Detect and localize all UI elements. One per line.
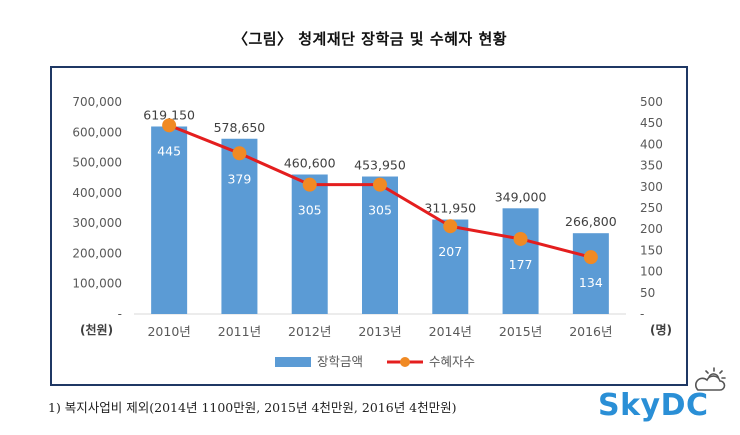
right-axis-tick-label: 150 xyxy=(640,243,663,257)
right-axis-tick-label: 200 xyxy=(640,222,663,236)
brand-logo: SkyDC xyxy=(598,366,734,432)
line-value-label: 207 xyxy=(438,244,462,259)
bar-value-label: 266,800 xyxy=(565,214,617,229)
bar-value-label: 349,000 xyxy=(495,189,547,204)
left-axis-tick-label: 300,000 xyxy=(72,216,122,230)
line-value-label: 305 xyxy=(298,203,322,218)
sun-cloud-icon xyxy=(692,366,728,398)
category-label: 2013년 xyxy=(358,324,401,339)
legend-line-label: 수혜자수 xyxy=(429,354,475,369)
line-point xyxy=(162,118,177,133)
bar xyxy=(221,138,258,314)
right-axis-tick-label: 100 xyxy=(640,265,663,279)
left-axis-tick-label: - xyxy=(118,307,122,321)
bar-value-label: 578,650 xyxy=(214,120,266,135)
category-label: 2014년 xyxy=(429,324,472,339)
category-label: 2016년 xyxy=(569,324,612,339)
right-axis-unit: (명) xyxy=(650,323,672,337)
legend-bar-swatch xyxy=(275,357,311,367)
left-axis-tick-label: 500,000 xyxy=(72,156,122,170)
chart-frame: 700,000 600,000 500,000 400,000 300,000 200,0… xyxy=(50,66,688,386)
line-point xyxy=(513,231,528,246)
right-axis-tick-label: 250 xyxy=(640,201,663,215)
bar-value-label: 453,950 xyxy=(354,158,406,173)
bar xyxy=(432,219,469,314)
right-axis-tick-label: 400 xyxy=(640,137,663,151)
line-value-label: 445 xyxy=(157,143,181,158)
right-axis-tick-label: 300 xyxy=(640,180,663,194)
bar xyxy=(151,126,188,315)
figure-title: 〈그림〉 청계재단 장학금 및 수혜자 현황 xyxy=(232,30,508,48)
right-axis-tick-label: 450 xyxy=(640,116,663,130)
legend-bar-label: 장학금액 xyxy=(317,354,363,369)
left-axis-tick-label: 600,000 xyxy=(72,125,122,139)
line-point xyxy=(583,250,598,265)
left-axis-tick-label: 700,000 xyxy=(72,95,122,109)
category-label: 2010년 xyxy=(147,324,190,339)
right-axis-tick-label: 50 xyxy=(640,286,655,300)
bar xyxy=(572,233,609,314)
left-axis-tick-label: 100,000 xyxy=(72,277,122,291)
line-value-label: 305 xyxy=(368,203,392,218)
bar-value-label: 311,950 xyxy=(424,201,476,216)
left-axis-unit: (천원) xyxy=(80,322,113,337)
bar-value-label: 460,600 xyxy=(284,156,336,171)
right-axis-tick-label: 350 xyxy=(640,159,663,173)
bar-line-chart: 700,000 600,000 500,000 400,000 300,000 200,0… xyxy=(72,95,672,369)
right-axis-tick-label: - xyxy=(640,307,644,321)
left-axis-tick-label: 200,000 xyxy=(72,246,122,260)
bar xyxy=(362,176,398,314)
left-axis-tick-label: 400,000 xyxy=(72,186,122,200)
line-value-label: 177 xyxy=(509,257,533,272)
line-point xyxy=(302,177,317,192)
line-value-label: 134 xyxy=(579,275,603,290)
line-point xyxy=(232,146,247,161)
category-label: 2015년 xyxy=(499,324,542,339)
brand-text: SkyDC xyxy=(598,388,709,423)
line-point xyxy=(373,177,387,192)
bar-value-label: 619,150 xyxy=(143,107,195,122)
category-label: 2011년 xyxy=(218,324,261,339)
footnote: 1) 복지사업비 제외(2014년 1100만원, 2015년 4천만원, 20… xyxy=(48,400,457,415)
legend-line-marker xyxy=(400,357,410,367)
bar xyxy=(502,208,539,314)
bar xyxy=(291,174,328,314)
right-axis-tick-label: 500 xyxy=(640,95,663,109)
category-label: 2012년 xyxy=(288,324,331,339)
line-point xyxy=(443,219,458,234)
line-value-label: 379 xyxy=(227,171,251,186)
